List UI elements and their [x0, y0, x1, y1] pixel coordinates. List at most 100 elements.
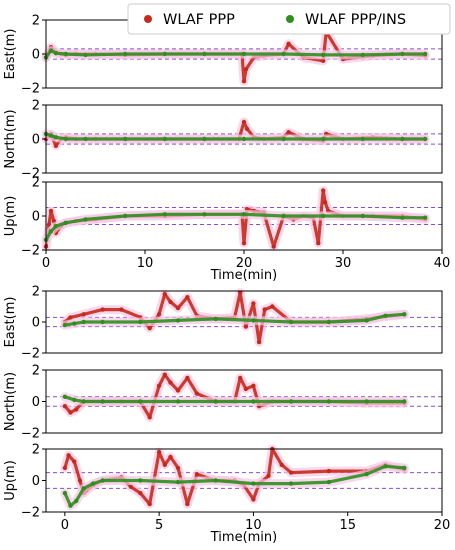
- y-axis-label: East(m): [3, 29, 18, 80]
- data-point-ppp: [279, 462, 284, 467]
- data-point-ins: [175, 318, 181, 323]
- data-point-ins: [202, 212, 207, 217]
- data-point-ins: [162, 212, 167, 217]
- legend-label-ins: WLAF PPP/INS: [305, 12, 406, 28]
- data-point-ppp: [326, 468, 332, 474]
- data-point-ins: [63, 220, 68, 225]
- y-tick-label: 2: [32, 14, 40, 29]
- data-point-ins: [400, 51, 405, 57]
- data-point-ins: [383, 464, 388, 469]
- data-point-ppp: [251, 301, 256, 306]
- data-point-ins: [83, 217, 88, 222]
- data-point-ppp: [321, 188, 326, 193]
- legend: WLAF PPP WLAF PPP/INS: [127, 3, 451, 35]
- data-point-ppp: [288, 470, 294, 475]
- data-point-ppp: [241, 79, 247, 84]
- data-point-ins: [402, 465, 407, 471]
- y-tick-label: 2: [32, 99, 40, 114]
- data-point-ppp: [72, 459, 77, 464]
- data-point-ins: [68, 503, 73, 508]
- legend-marker-ins: [286, 15, 294, 23]
- data-point-ppp: [194, 391, 200, 396]
- data-point-ins: [213, 316, 218, 322]
- data-point-ppp: [168, 454, 173, 460]
- data-point-ins: [364, 399, 369, 404]
- data-point-ins: [72, 397, 77, 403]
- data-point-ppp: [243, 324, 249, 329]
- data-point-ins: [241, 136, 247, 142]
- data-point-ins: [175, 399, 181, 404]
- data-point-ppp: [241, 241, 247, 246]
- data-point-ppp: [138, 490, 143, 496]
- data-point-ins: [62, 394, 68, 399]
- data-point-ins: [138, 319, 143, 325]
- y-tick-label: 0: [32, 48, 40, 63]
- data-point-ins: [100, 399, 105, 404]
- data-point-ppp: [251, 497, 256, 502]
- data-point-ppp: [147, 415, 152, 420]
- data-point-ins: [53, 51, 59, 56]
- y-tick-label: 0: [32, 474, 40, 489]
- y-tick-label: −2: [21, 427, 40, 442]
- data-point-ppp: [286, 41, 291, 46]
- data-point-ins: [360, 213, 365, 219]
- y-tick-label: −2: [21, 82, 40, 97]
- data-point-ins: [81, 319, 86, 325]
- data-point-ppp: [316, 241, 321, 246]
- x-tick-label: 0: [42, 256, 50, 271]
- data-point-ins: [175, 479, 181, 485]
- data-point-ppp: [266, 473, 271, 478]
- y-axis-label: North(m): [3, 109, 18, 168]
- y-axis-label: North(m): [3, 372, 18, 431]
- data-point-ppp: [62, 465, 68, 471]
- data-point-ins: [364, 472, 369, 477]
- y-tick-label: 2: [32, 443, 40, 458]
- data-point-ins: [63, 51, 68, 57]
- data-point-ppp: [66, 453, 71, 458]
- data-point-ins: [74, 498, 79, 504]
- data-point-ppp: [251, 383, 256, 388]
- data-point-ins: [326, 479, 332, 485]
- data-point-ppp: [147, 501, 152, 507]
- y-tick-label: −2: [21, 167, 40, 182]
- data-point-ins: [281, 51, 286, 57]
- y-tick-label: 2: [32, 285, 40, 300]
- data-point-ins: [90, 481, 96, 486]
- data-point-ppp: [81, 312, 86, 317]
- x-tick-label: 10: [245, 518, 262, 533]
- data-point-ins: [288, 399, 294, 404]
- data-point-ppp: [175, 388, 181, 393]
- x-axis-label: Time(min): [210, 530, 277, 545]
- data-point-ins: [202, 136, 207, 142]
- data-point-ins: [400, 215, 405, 220]
- data-point-ppp: [156, 449, 162, 455]
- x-tick-label: 40: [434, 256, 451, 271]
- data-point-ppp: [262, 307, 267, 312]
- data-point-ins: [321, 52, 326, 58]
- data-point-ppp: [100, 307, 105, 312]
- data-point-ins: [213, 399, 218, 404]
- data-point-ppp: [256, 339, 262, 345]
- data-point-ins: [83, 52, 88, 58]
- y-tick-label: 2: [32, 176, 40, 191]
- data-point-ppp: [323, 200, 328, 205]
- data-point-ppp: [162, 462, 167, 467]
- y-tick-label: 2: [32, 364, 40, 379]
- data-point-ins: [123, 213, 128, 219]
- data-point-ins: [62, 322, 68, 328]
- data-point-ins: [402, 312, 407, 317]
- data-point-ins: [100, 319, 105, 325]
- data-point-ppp: [119, 307, 124, 312]
- x-tick-label: 20: [434, 518, 451, 533]
- data-point-ppp: [147, 326, 152, 331]
- data-point-ins: [162, 51, 167, 57]
- data-point-ins: [423, 215, 428, 220]
- data-point-ppp: [175, 305, 181, 311]
- data-point-ins: [62, 490, 68, 496]
- x-tick-label: 30: [335, 256, 352, 271]
- data-point-ppp: [162, 372, 167, 377]
